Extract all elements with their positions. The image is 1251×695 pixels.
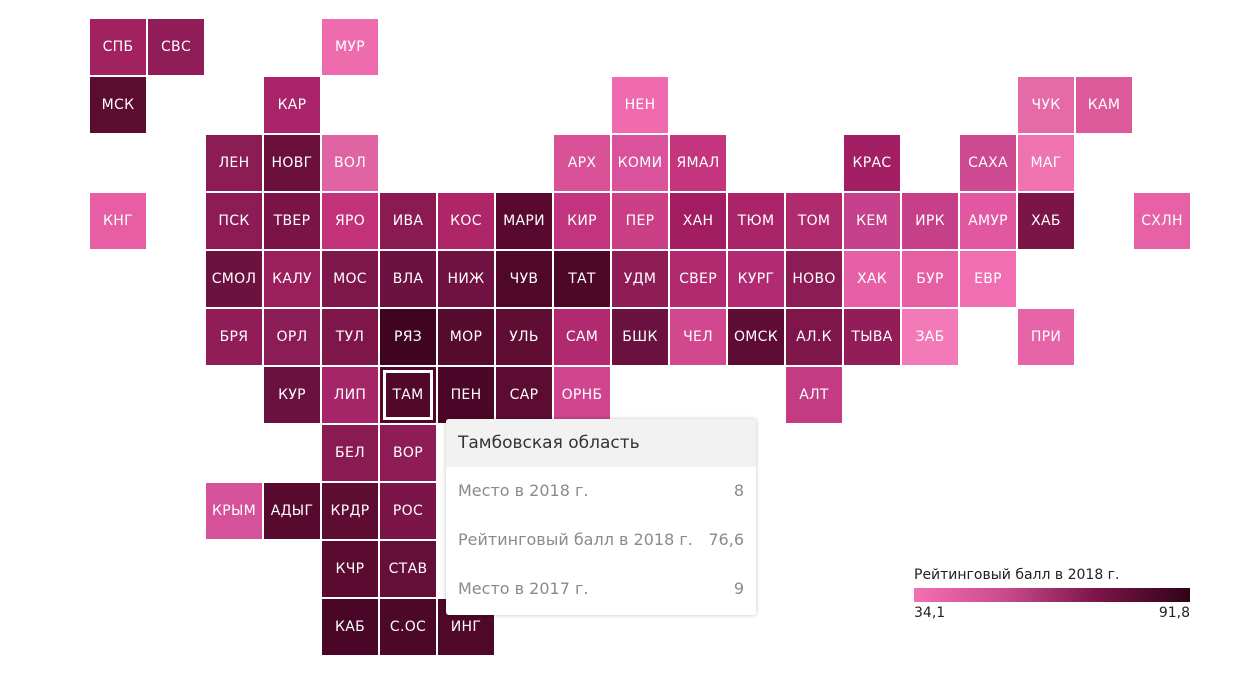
region-tile[interactable]: САМ [554,309,610,365]
region-tile[interactable]: ЧУВ [496,251,552,307]
region-tile[interactable]: РОС [380,483,436,539]
tooltip-row-score-2018: Рейтинговый балл в 2018 г. 76,6 [458,530,744,554]
region-tile[interactable]: СВС [148,19,204,75]
region-tile[interactable]: КАЛУ [264,251,320,307]
region-tile[interactable]: ТЫВА [844,309,900,365]
region-tile[interactable]: ЕВР [960,251,1016,307]
region-tile[interactable]: ПЕР [612,193,668,249]
region-tile[interactable]: МСК [90,77,146,133]
region-tile[interactable]: РЯЗ [380,309,436,365]
region-tile[interactable]: ЛЕН [206,135,262,191]
region-tile[interactable]: КРДР [322,483,378,539]
region-tile[interactable]: ХАБ [1018,193,1074,249]
region-tile[interactable]: ЧУК [1018,77,1074,133]
region-tile[interactable]: МУР [322,19,378,75]
region-tile[interactable]: ТАТ [554,251,610,307]
region-tile[interactable]: БУР [902,251,958,307]
region-tile[interactable]: ЯРО [322,193,378,249]
region-tooltip: Тамбовская область Место в 2018 г. 8 Рей… [446,419,756,615]
region-tile[interactable]: ПСК [206,193,262,249]
region-tile[interactable]: МАГ [1018,135,1074,191]
region-tile[interactable]: НОВГ [264,135,320,191]
color-legend: Рейтинговый балл в 2018 г. 34,1 91,8 [914,567,1190,627]
region-tile[interactable]: КОС [438,193,494,249]
region-tile[interactable]: АРХ [554,135,610,191]
region-tile[interactable]: ОМСК [728,309,784,365]
region-tile[interactable]: С.ОС [380,599,436,655]
region-tile[interactable]: ВЛА [380,251,436,307]
region-tile[interactable]: ЯМАЛ [670,135,726,191]
region-tile[interactable]: КАМ [1076,77,1132,133]
tooltip-value: 9 [733,579,744,598]
region-tile[interactable]: САХА [960,135,1016,191]
region-tile[interactable]: СТАВ [380,541,436,597]
region-tile[interactable]: ТАМ [380,367,436,423]
region-tile[interactable]: ИВА [380,193,436,249]
region-tile[interactable]: УДМ [612,251,668,307]
region-tile[interactable]: КРАС [844,135,900,191]
region-tile[interactable]: ЗАБ [902,309,958,365]
region-tile[interactable]: НИЖ [438,251,494,307]
legend-title: Рейтинговый балл в 2018 г. [914,567,1120,583]
legend-min-label: 34,1 [914,605,946,621]
tooltip-label: Место в 2017 г. [458,579,589,598]
region-tile[interactable]: КУРГ [728,251,784,307]
region-tile[interactable]: ТОМ [786,193,842,249]
tooltip-row-rank-2018: Место в 2018 г. 8 [458,481,744,505]
region-tile[interactable]: ОРНБ [554,367,610,423]
tooltip-label: Место в 2018 г. [458,481,589,500]
region-tile[interactable]: ПРИ [1018,309,1074,365]
tooltip-label: Рейтинговый балл в 2018 г. [458,530,693,549]
region-tile[interactable]: ИРК [902,193,958,249]
region-tile[interactable]: БЕЛ [322,425,378,481]
region-tile[interactable]: НОВО [786,251,842,307]
region-tile[interactable]: СПБ [90,19,146,75]
region-tile[interactable]: АЛ.К [786,309,842,365]
region-tile[interactable]: МАРИ [496,193,552,249]
region-tile[interactable]: ОРЛ [264,309,320,365]
region-tile[interactable]: ВОЛ [322,135,378,191]
region-tile[interactable]: КАР [264,77,320,133]
tooltip-value: 8 [733,481,744,500]
region-tile[interactable]: БШК [612,309,668,365]
legend-gradient-bar [914,588,1190,602]
region-tile[interactable]: ТУЛ [322,309,378,365]
region-tile[interactable]: КОМИ [612,135,668,191]
legend-max-label: 91,8 [1158,605,1190,621]
region-tile[interactable]: СХЛН [1134,193,1190,249]
region-tile[interactable]: АДЫГ [264,483,320,539]
region-tile[interactable]: НЕН [612,77,668,133]
region-tile[interactable]: СВЕР [670,251,726,307]
region-tile[interactable]: КИР [554,193,610,249]
region-tile[interactable]: КЕМ [844,193,900,249]
region-tile[interactable]: ХАН [670,193,726,249]
region-tile[interactable]: ТЮМ [728,193,784,249]
region-tile[interactable]: БРЯ [206,309,262,365]
region-tile[interactable]: ЧЕЛ [670,309,726,365]
tooltip-value: 76,6 [708,530,744,549]
region-tile[interactable]: ХАК [844,251,900,307]
region-tile[interactable]: ТВЕР [264,193,320,249]
region-tile[interactable]: АЛТ [786,367,842,423]
tooltip-row-rank-2017: Место в 2017 г. 9 [458,579,744,603]
region-tile[interactable]: КЧР [322,541,378,597]
region-tile[interactable]: ПЕН [438,367,494,423]
region-tile[interactable]: СМОЛ [206,251,262,307]
region-tile[interactable]: КРЫМ [206,483,262,539]
region-tile[interactable]: МОС [322,251,378,307]
region-tile[interactable]: КУР [264,367,320,423]
region-tile[interactable]: МОР [438,309,494,365]
region-tile[interactable]: КАБ [322,599,378,655]
tooltip-title: Тамбовская область [446,419,756,467]
region-tile[interactable]: ВОР [380,425,436,481]
region-tile[interactable]: КНГ [90,193,146,249]
region-tile[interactable]: УЛЬ [496,309,552,365]
region-tile[interactable]: АМУР [960,193,1016,249]
region-tile[interactable]: САР [496,367,552,423]
region-tile[interactable]: ЛИП [322,367,378,423]
